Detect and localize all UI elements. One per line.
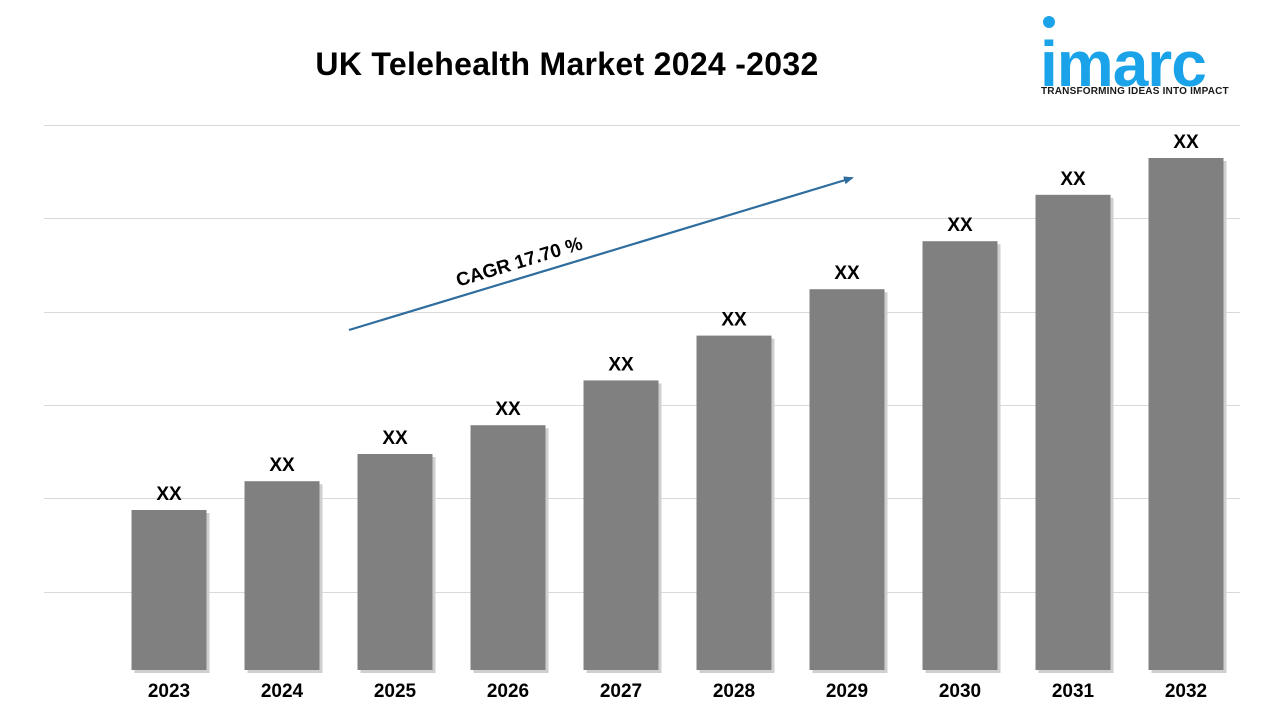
x-tick-2029: 2029 [826, 681, 868, 702]
bar-2023 [131, 510, 207, 670]
logo-wordmark: imarc [1040, 28, 1207, 100]
x-tick-2024: 2024 [261, 681, 304, 702]
bar-2025 [357, 454, 433, 670]
cagr-arrow [348, 176, 854, 332]
x-tick-2028: 2028 [713, 681, 755, 702]
bar-2029 [809, 289, 885, 670]
bar-2032 [1148, 158, 1224, 670]
data-label-2026: XX [495, 399, 521, 420]
x-tick-2027: 2027 [600, 681, 642, 702]
x-tick-2032: 2032 [1165, 681, 1207, 702]
imarc-logo: imarc TRANSFORMING IDEAS INTO IMPACT [1040, 14, 1240, 104]
data-label-2030: XX [947, 215, 973, 236]
data-label-2025: XX [382, 428, 408, 449]
bars [131, 158, 1227, 674]
data-label-2031: XX [1060, 169, 1086, 190]
chart-title: UK Telehealth Market 2024 -2032 [315, 46, 819, 82]
bar-2031 [1035, 194, 1111, 671]
bar-2026 [470, 425, 546, 670]
bar-2030 [922, 241, 998, 670]
cagr-label: CAGR 17.70 % [454, 234, 586, 292]
x-tick-2025: 2025 [374, 681, 417, 702]
x-axis-ticks: 2023 2024 2025 2026 2027 2028 2029 2030 2031 2032 [148, 681, 1207, 702]
data-label-2032: XX [1173, 132, 1199, 153]
logo-dot-icon [1043, 16, 1055, 28]
cagr-annotation: CAGR 17.70 % [348, 176, 854, 332]
data-label-2027: XX [608, 354, 634, 375]
bar-2027 [583, 380, 659, 670]
data-label-2029: XX [834, 263, 860, 284]
data-label-2028: XX [721, 310, 747, 331]
x-tick-2026: 2026 [487, 681, 529, 702]
data-label-2023: XX [156, 484, 182, 505]
logo-tagline: TRANSFORMING IDEAS INTO IMPACT [1041, 86, 1229, 97]
x-tick-2030: 2030 [939, 681, 981, 702]
bar-2028 [696, 335, 772, 670]
data-label-2024: XX [269, 455, 295, 476]
x-tick-2031: 2031 [1052, 681, 1095, 702]
x-tick-2023: 2023 [148, 681, 190, 702]
bar-2024 [244, 481, 320, 670]
data-labels: XX XX XX XX XX XX XX XX XX XX [156, 132, 1199, 505]
